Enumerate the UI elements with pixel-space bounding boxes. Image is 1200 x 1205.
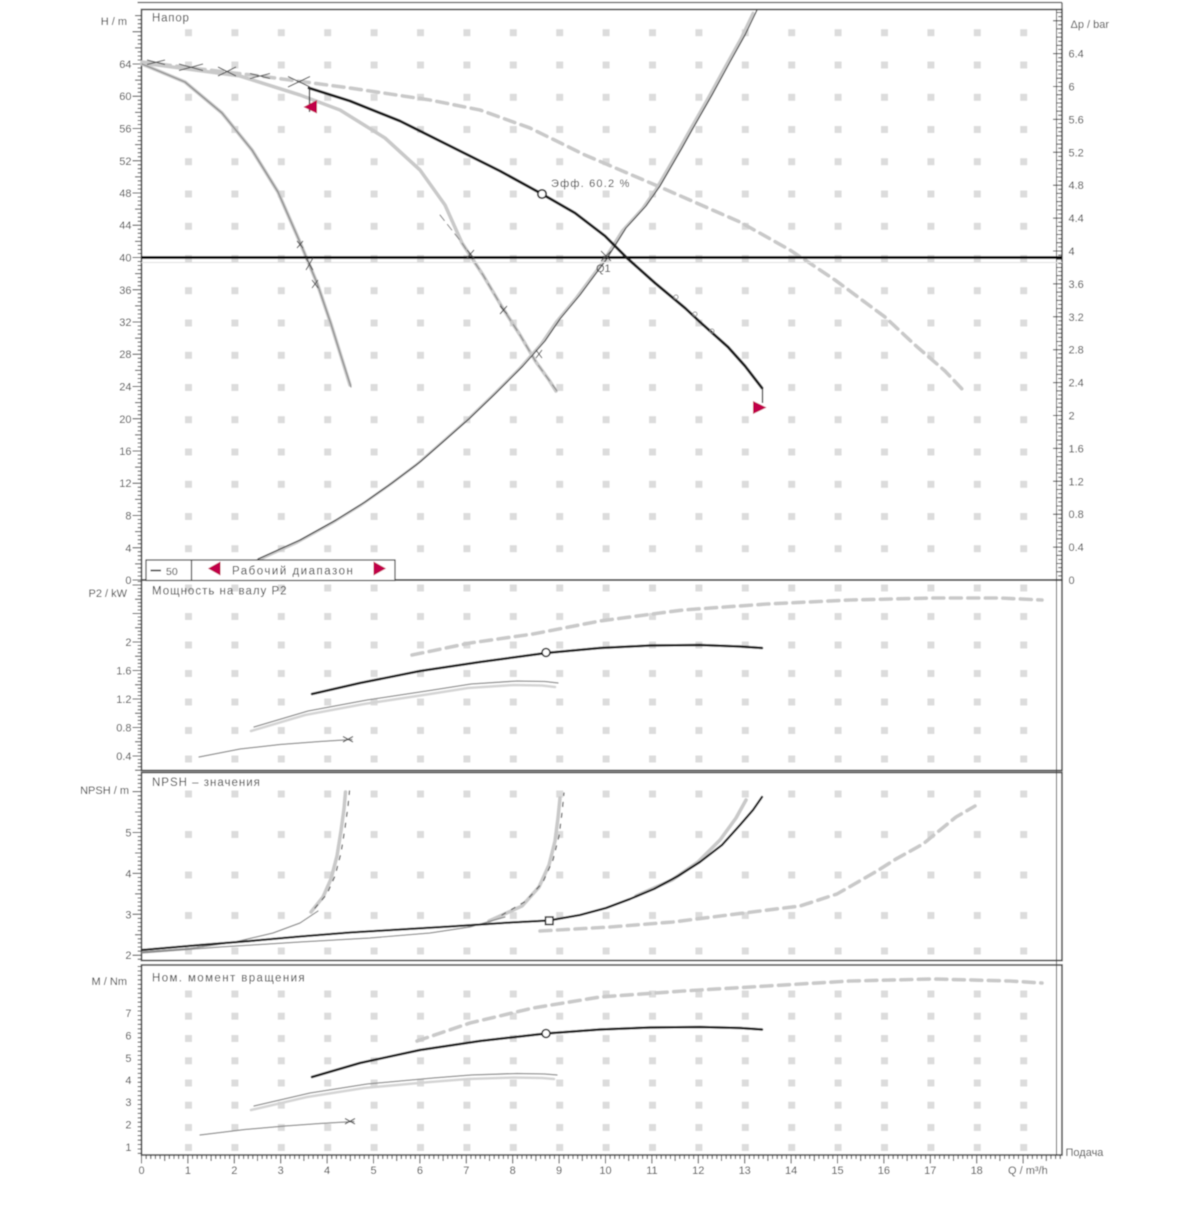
svg-text:14: 14 <box>785 1165 797 1177</box>
svg-text:28: 28 <box>119 349 131 361</box>
svg-text:NPSH / m: NPSH / m <box>80 785 129 797</box>
svg-text:0: 0 <box>138 1165 144 1177</box>
svg-text:6: 6 <box>1069 82 1075 94</box>
svg-text:Мощность на валу P2: Мощность на валу P2 <box>152 586 288 598</box>
svg-text:17: 17 <box>924 1165 936 1177</box>
svg-text:4: 4 <box>324 1165 330 1177</box>
svg-text:0.8: 0.8 <box>1069 509 1084 521</box>
svg-text:1.6: 1.6 <box>116 666 131 678</box>
svg-text:4: 4 <box>125 868 131 880</box>
svg-text:16: 16 <box>119 446 131 458</box>
svg-text:13: 13 <box>739 1165 751 1177</box>
svg-text:24: 24 <box>119 382 131 394</box>
svg-text:0.8: 0.8 <box>116 723 131 735</box>
svg-text:1.6: 1.6 <box>1069 443 1084 455</box>
svg-text:5.2: 5.2 <box>1069 147 1084 159</box>
svg-text:2: 2 <box>1069 411 1075 423</box>
svg-text:11: 11 <box>646 1165 657 1177</box>
svg-text:44: 44 <box>119 220 131 232</box>
svg-text:9: 9 <box>556 1165 562 1177</box>
svg-text:6: 6 <box>125 1031 131 1043</box>
svg-text:10: 10 <box>599 1165 611 1177</box>
svg-text:7: 7 <box>125 1008 131 1020</box>
svg-text:2: 2 <box>231 1165 237 1177</box>
svg-text:Рабочий диапазон: Рабочий диапазон <box>232 566 354 578</box>
svg-text:5: 5 <box>125 828 131 840</box>
svg-text:1: 1 <box>125 1142 131 1154</box>
svg-text:6.4: 6.4 <box>1069 49 1084 61</box>
svg-text:1.2: 1.2 <box>1069 476 1084 488</box>
svg-text:Q / m³/h: Q / m³/h <box>1008 1165 1048 1177</box>
svg-text:4: 4 <box>125 1075 131 1087</box>
svg-text:0.4: 0.4 <box>116 751 131 763</box>
svg-text:3: 3 <box>125 1097 131 1109</box>
svg-text:2.8: 2.8 <box>1069 345 1084 357</box>
svg-text:20: 20 <box>119 414 131 426</box>
svg-text:56: 56 <box>119 124 131 136</box>
svg-text:3.2: 3.2 <box>1069 312 1084 324</box>
svg-text:4: 4 <box>125 543 131 555</box>
svg-text:8: 8 <box>125 511 131 523</box>
svg-text:36: 36 <box>119 285 131 297</box>
svg-text:2: 2 <box>125 637 131 649</box>
svg-text:6: 6 <box>417 1165 423 1177</box>
svg-text:M / Nm: M / Nm <box>92 976 127 988</box>
svg-text:Эфф. 60.2 %: Эфф. 60.2 % <box>551 178 631 190</box>
svg-text:40: 40 <box>119 253 131 265</box>
svg-text:4: 4 <box>1069 246 1075 258</box>
svg-text:1.2: 1.2 <box>116 694 131 706</box>
svg-text:0.4: 0.4 <box>1069 542 1084 554</box>
svg-text:1: 1 <box>185 1165 191 1177</box>
svg-text:Δp / bar: Δp / bar <box>1071 19 1110 31</box>
svg-text:50: 50 <box>166 566 178 578</box>
svg-text:32: 32 <box>119 317 131 329</box>
svg-text:3: 3 <box>125 909 131 921</box>
svg-text:48: 48 <box>119 188 131 200</box>
svg-text:5.6: 5.6 <box>1069 114 1084 126</box>
svg-text:16: 16 <box>878 1165 890 1177</box>
svg-text:4.8: 4.8 <box>1069 180 1084 192</box>
svg-text:15: 15 <box>831 1165 843 1177</box>
svg-text:2.4: 2.4 <box>1069 378 1084 390</box>
svg-text:64: 64 <box>119 59 131 71</box>
svg-text:5: 5 <box>370 1165 376 1177</box>
svg-text:NPSH – значения: NPSH – значения <box>152 777 261 789</box>
svg-text:12: 12 <box>119 478 131 490</box>
svg-text:7: 7 <box>463 1165 469 1177</box>
svg-text:18: 18 <box>971 1165 983 1177</box>
svg-text:52: 52 <box>119 156 131 168</box>
svg-text:P2 / kW: P2 / kW <box>88 588 127 600</box>
svg-text:0: 0 <box>125 575 131 587</box>
svg-text:5: 5 <box>125 1053 131 1065</box>
svg-text:8: 8 <box>510 1165 516 1177</box>
svg-text:3: 3 <box>278 1165 284 1177</box>
svg-text:H / m: H / m <box>101 16 127 28</box>
svg-text:60: 60 <box>119 91 131 103</box>
svg-text:3.6: 3.6 <box>1069 279 1084 291</box>
svg-text:Подача: Подача <box>1066 1147 1105 1159</box>
svg-text:4.4: 4.4 <box>1069 213 1084 225</box>
svg-text:Ном. момент вращения: Ном. момент вращения <box>152 973 306 985</box>
svg-text:2: 2 <box>125 1120 131 1132</box>
svg-text:2: 2 <box>125 950 131 962</box>
svg-text:Q1: Q1 <box>596 263 611 275</box>
svg-text:Напор: Напор <box>152 13 190 25</box>
svg-text:0: 0 <box>1069 575 1075 587</box>
svg-text:12: 12 <box>692 1165 704 1177</box>
